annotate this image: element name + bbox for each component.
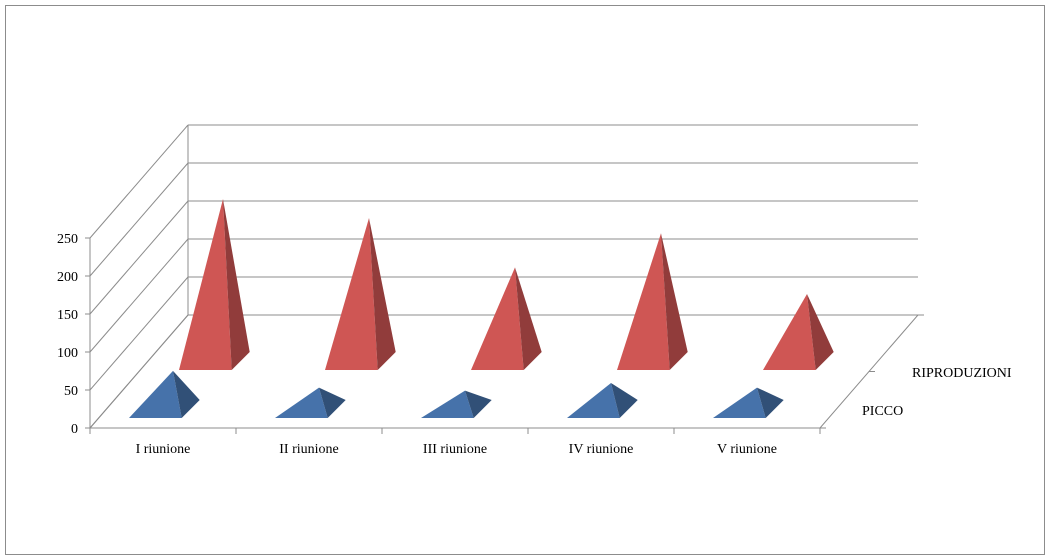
side-gridline xyxy=(89,200,189,315)
x-category-label: V riunione xyxy=(717,442,777,457)
side-gridline xyxy=(89,162,189,277)
y-tick-label: 0 xyxy=(71,422,78,437)
pyramid-front-face xyxy=(763,294,816,370)
y-tick-label: 100 xyxy=(57,346,78,361)
side-gridline xyxy=(89,276,189,391)
pyramid-side-face xyxy=(661,233,688,370)
chart-marks xyxy=(129,199,834,418)
chart-frame xyxy=(5,5,1045,555)
pyramid-side-face xyxy=(369,218,396,370)
y-tick-label: 150 xyxy=(57,308,78,323)
pyramid-side-face xyxy=(223,199,250,370)
pyramid-front-face xyxy=(567,383,620,418)
x-category-label: III riunione xyxy=(423,442,487,457)
pyramid-front-face xyxy=(129,370,182,418)
gridlines xyxy=(89,124,918,429)
pyramid-front-face xyxy=(325,218,378,370)
pyramid-side-face xyxy=(173,370,200,418)
pyramid-front-face xyxy=(179,199,232,370)
pyramid-front-face xyxy=(713,387,766,418)
x-category-label: IV riunione xyxy=(569,442,634,457)
x-category-label: II riunione xyxy=(279,442,338,457)
y-tick-label: 200 xyxy=(57,270,78,285)
series-label: RIPRODUZIONI xyxy=(912,366,1012,381)
side-gridline xyxy=(89,314,189,429)
pyramid-side-face xyxy=(807,294,834,370)
pyramid-side-face xyxy=(319,387,346,418)
x-category-label: I riunione xyxy=(136,442,191,457)
chart-labels: 0 50 100 150 200 250 I riunione II riunione III … xyxy=(57,232,1012,457)
side-gridline xyxy=(89,238,189,353)
y-tick-label: 50 xyxy=(64,384,78,399)
series-label: PICCO xyxy=(862,404,903,419)
pyramid-side-face xyxy=(515,267,542,370)
axes xyxy=(85,125,924,434)
pyramid-front-face xyxy=(617,233,670,370)
pyramid-front-face xyxy=(421,390,474,418)
pyramid-front-face xyxy=(275,387,328,418)
pyramid-front-face xyxy=(471,267,524,370)
pyramid-side-face xyxy=(757,387,784,418)
pyramid-side-face xyxy=(465,390,492,418)
y-tick-label: 250 xyxy=(57,232,78,247)
side-gridline xyxy=(89,124,189,239)
pyramid-side-face xyxy=(611,383,638,418)
